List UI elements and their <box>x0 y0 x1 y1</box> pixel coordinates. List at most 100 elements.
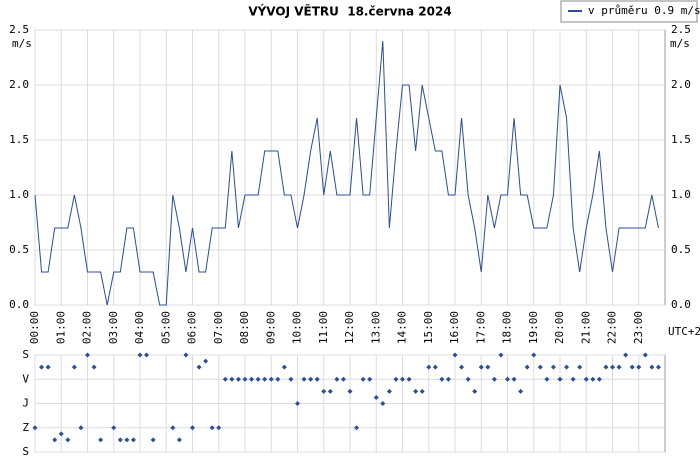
direction-point <box>491 376 497 382</box>
direction-point <box>65 437 71 443</box>
x-tick-label: 16:00 <box>448 311 461 344</box>
y-tick-label: Z <box>22 421 29 434</box>
direction-point <box>314 376 320 382</box>
x-tick-label: 05:00 <box>159 311 172 344</box>
x-tick-label: 03:00 <box>107 311 120 344</box>
x-tick-label: 10:00 <box>291 311 304 344</box>
direction-point <box>373 394 379 400</box>
direction-point <box>583 376 589 382</box>
y-unit: m/s <box>12 37 32 50</box>
y-unit: m/s <box>670 37 690 50</box>
y-tick-label: 1.0 <box>9 188 29 201</box>
direction-point <box>459 364 465 370</box>
direction-point <box>564 364 570 370</box>
direction-point <box>117 437 123 443</box>
direction-point <box>190 425 195 431</box>
y-tick-label: 0.0 <box>671 298 691 311</box>
x-tick-label: 04:00 <box>133 311 146 344</box>
direction-point <box>623 352 629 358</box>
direction-point <box>262 376 268 382</box>
direction-point <box>505 376 510 382</box>
direction-point <box>295 401 300 406</box>
x-tick-label: 18:00 <box>501 311 514 344</box>
direction-point <box>268 376 274 382</box>
x-tick-label: 06:00 <box>186 311 199 344</box>
direction-point <box>636 364 642 370</box>
direction-point <box>32 425 38 431</box>
direction-point <box>130 437 136 443</box>
x-tick-label: 14:00 <box>396 311 409 344</box>
x-tick-label: 12:00 <box>343 311 356 344</box>
y-tick-label: 0.5 <box>671 243 691 256</box>
x-tick-label: 21:00 <box>579 311 592 344</box>
direction-point <box>596 376 602 382</box>
direction-point <box>183 352 189 358</box>
direction-point <box>91 364 97 370</box>
y-tick-label: 1.5 <box>9 133 29 146</box>
direction-point <box>347 388 353 394</box>
y-tick-label: 2.0 <box>671 78 691 91</box>
x-tick-label: 02:00 <box>81 311 94 344</box>
direction-point <box>58 431 64 437</box>
y-tick-label: 1.0 <box>671 188 691 201</box>
direction-point <box>524 364 530 370</box>
direction-point <box>301 376 307 382</box>
direction-point <box>570 376 576 382</box>
direction-point <box>445 376 451 382</box>
direction-point <box>327 388 333 394</box>
direction-point <box>485 364 491 370</box>
direction-point <box>367 376 373 382</box>
direction-point <box>216 425 222 431</box>
direction-point <box>275 376 281 382</box>
direction-point <box>511 376 517 382</box>
direction-point <box>557 376 563 382</box>
direction-point <box>629 364 635 370</box>
direction-point <box>544 376 550 382</box>
direction-point <box>550 364 556 370</box>
x-tick-label: 19:00 <box>527 311 540 344</box>
direction-point <box>229 376 235 382</box>
direction-point <box>308 376 314 382</box>
x-unit: UTC+2 <box>668 325 700 338</box>
direction-point <box>111 425 117 431</box>
direction-point <box>39 364 45 370</box>
direction-point <box>655 364 661 370</box>
direction-point <box>288 376 294 382</box>
direction-point <box>590 376 596 382</box>
y-tick-label: 1.5 <box>671 133 691 146</box>
x-tick-label: 17:00 <box>474 311 487 344</box>
legend-label: v průměru 0.9 m/s <box>588 4 700 17</box>
y-tick-label: S <box>22 348 29 361</box>
direction-point <box>400 376 405 382</box>
direction-point <box>406 376 412 382</box>
x-tick-label: 09:00 <box>264 311 277 344</box>
direction-point <box>360 376 366 382</box>
direction-point <box>249 376 255 382</box>
direction-point <box>150 437 156 443</box>
direction-point <box>196 364 202 370</box>
direction-point <box>413 388 419 394</box>
y-tick-label: 2.0 <box>9 78 29 91</box>
direction-point <box>281 364 287 370</box>
direction-point <box>518 388 524 394</box>
direction-point <box>222 376 228 382</box>
direction-point <box>144 352 150 358</box>
y-tick-label: 2.5 <box>9 23 29 36</box>
direction-point <box>321 388 327 394</box>
x-tick-label: 01:00 <box>54 311 67 344</box>
direction-point <box>393 376 399 382</box>
y-tick-label: J <box>22 397 29 410</box>
direction-point <box>649 364 655 370</box>
direction-point <box>439 376 445 382</box>
x-tick-label: 22:00 <box>606 311 619 344</box>
direction-point <box>498 352 504 358</box>
direction-point <box>380 401 386 406</box>
y-tick-label: S <box>22 445 29 458</box>
x-tick-label: 15:00 <box>422 311 435 344</box>
direction-point <box>465 376 471 382</box>
direction-point <box>577 364 583 370</box>
direction-point <box>419 388 425 394</box>
direction-point <box>537 364 543 370</box>
direction-point <box>242 376 248 382</box>
